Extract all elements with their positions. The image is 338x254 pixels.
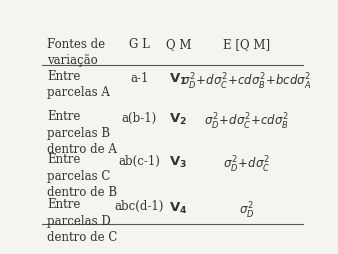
Text: $\mathbf{V_1}$: $\mathbf{V_1}$	[169, 72, 188, 87]
Text: a(b-1): a(b-1)	[122, 112, 157, 125]
Text: $\sigma^2_D\!+\!d\sigma^2_C$: $\sigma^2_D\!+\!d\sigma^2_C$	[223, 155, 270, 175]
Text: Entre
parcelas A: Entre parcelas A	[47, 70, 111, 99]
Text: abc(d-1): abc(d-1)	[115, 200, 164, 213]
Text: a-1: a-1	[130, 72, 148, 85]
Text: G L: G L	[129, 38, 150, 51]
Text: Fontes de
variação: Fontes de variação	[47, 38, 105, 67]
Text: ab(c-1): ab(c-1)	[118, 155, 160, 168]
Text: E [Q M]: E [Q M]	[223, 38, 270, 51]
Text: $\mathbf{V_4}$: $\mathbf{V_4}$	[169, 200, 188, 215]
Text: Q M: Q M	[166, 38, 191, 51]
Text: $\mathbf{V_3}$: $\mathbf{V_3}$	[169, 155, 188, 170]
Text: Entre
parcelas B
dentro de A: Entre parcelas B dentro de A	[47, 110, 117, 155]
Text: Entre
parcelas D
dentro de C: Entre parcelas D dentro de C	[47, 198, 118, 244]
Text: Entre
parcelas C
dentro de B: Entre parcelas C dentro de B	[47, 153, 118, 199]
Text: $\mathbf{V_2}$: $\mathbf{V_2}$	[169, 112, 188, 127]
Text: $\sigma^2_D\!+\!d\sigma^2_C\!+\!cd\sigma^2_B$: $\sigma^2_D\!+\!d\sigma^2_C\!+\!cd\sigma…	[204, 112, 289, 132]
Text: $\sigma^2_D\!+\!d\sigma^2_C\!+\!cd\sigma^2_B\!+\!bcd\sigma^2_A$: $\sigma^2_D\!+\!d\sigma^2_C\!+\!cd\sigma…	[182, 72, 312, 92]
Text: $\sigma^2_D$: $\sigma^2_D$	[239, 200, 254, 220]
